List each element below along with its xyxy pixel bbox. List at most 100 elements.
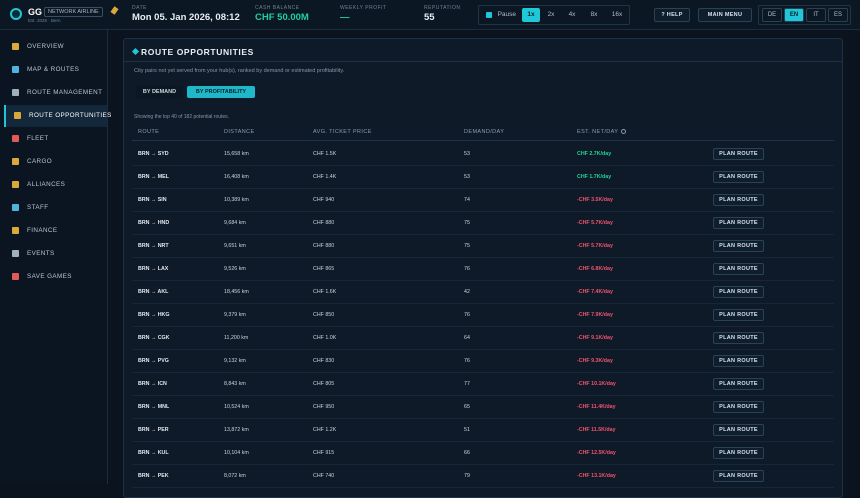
cell: CHF 1.6K (313, 289, 337, 295)
nav-item[interactable]: ROUTE OPPORTUNITIES (4, 105, 111, 127)
cell: BRN → PER (138, 427, 169, 433)
cell: BRN → NRT (138, 243, 169, 249)
nav-label: FLEET (27, 135, 49, 142)
nav-item[interactable]: OVERVIEW (4, 36, 107, 58)
nav-item[interactable]: FINANCE (4, 220, 107, 242)
plan-route-button[interactable]: PLAN ROUTE (713, 217, 764, 229)
cell: CHF 850 (313, 312, 335, 318)
nav-item[interactable]: FLEET (4, 128, 107, 150)
plan-route-button[interactable]: PLAN ROUTE (713, 309, 764, 321)
plan-route-button[interactable]: PLAN ROUTE (713, 171, 764, 183)
nav-item[interactable]: CARGO (4, 151, 107, 173)
nav-label: EVENTS (27, 250, 55, 257)
plan-route-button[interactable]: PLAN ROUTE (713, 470, 764, 482)
cell: 76 (464, 266, 470, 272)
nav-icon (12, 204, 19, 211)
nav-icon (12, 89, 19, 96)
nav-item[interactable]: ALLIANCES (4, 174, 107, 196)
plan-route-button[interactable]: PLAN ROUTE (713, 263, 764, 275)
nav-item[interactable]: EVENTS (4, 243, 107, 265)
speed-button[interactable]: 4x (568, 11, 576, 18)
cell: 15,658 km (224, 151, 249, 157)
nav-item[interactable]: ROUTE MANAGEMENT (4, 82, 107, 104)
cell: -CHF 7.9K/day (577, 312, 613, 318)
tab[interactable]: BY DEMAND (136, 86, 183, 98)
nav-icon (12, 135, 19, 142)
cell: 10,104 km (224, 450, 249, 456)
speed-button[interactable]: 2x (547, 11, 555, 18)
table-row: BRN → HND 9,684 km CHF 880 75 -CHF 5.7K/day P… (132, 212, 834, 235)
table-row: BRN → HKG 9,379 km CHF 850 76 -CHF 7.9K/day P… (132, 304, 834, 327)
cell: CHF 2.7K/day (577, 151, 612, 157)
nav-item[interactable]: STAFF (4, 197, 107, 219)
nav-item[interactable]: MAP & ROUTES (4, 59, 107, 81)
speed-button[interactable]: 1x (522, 8, 540, 22)
nav-label: SAVE GAMES (27, 273, 72, 280)
top-bar: GG NETWORK AIRLINE Est. 2026 · Bern DATE Mon… (0, 0, 860, 30)
cell: 18,456 km (224, 289, 249, 295)
column-header: DEMAND/DAY (464, 129, 505, 135)
plan-route-button[interactable]: PLAN ROUTE (713, 447, 764, 459)
plan-route-button[interactable]: PLAN ROUTE (713, 332, 764, 344)
plan-route-button[interactable]: PLAN ROUTE (713, 401, 764, 413)
plan-route-button[interactable]: PLAN ROUTE (713, 148, 764, 160)
cell: -CHF 12.5K/day (577, 450, 616, 456)
cell: CHF 1.5K (313, 151, 337, 157)
menu-button[interactable]: MAIN MENU (698, 8, 752, 22)
language-button[interactable]: IT (806, 8, 826, 22)
table-row: BRN → MNL 10,524 km CHF 950 65 -CHF 11.4K/da… (132, 396, 834, 419)
speed-button[interactable]: Pause (486, 8, 516, 22)
cell: 8,843 km (224, 381, 246, 387)
cell: 75 (464, 243, 470, 249)
language-button[interactable]: DE (762, 8, 782, 22)
cell: -CHF 9.1K/day (577, 335, 613, 341)
plan-route-button[interactable]: PLAN ROUTE (713, 378, 764, 390)
cell: -CHF 9.3K/day (577, 358, 613, 364)
cell: 77 (464, 381, 470, 387)
cell: CHF 865 (313, 266, 335, 272)
column-header: AVG. TICKET PRICE (313, 129, 372, 135)
cell: CHF 1.4K (313, 174, 337, 180)
cell: 74 (464, 197, 470, 203)
cell: 79 (464, 473, 470, 479)
language-button[interactable]: EN (784, 8, 804, 22)
cell: CHF 1.2K (313, 427, 337, 433)
cell: CHF 1.7K/day (577, 174, 612, 180)
nav-icon (12, 181, 19, 188)
nav-icon (14, 112, 21, 119)
date-label: DATE (132, 5, 147, 11)
cell: 9,379 km (224, 312, 246, 318)
table-row: BRN → ICN 8,843 km CHF 805 77 -CHF 10.1K/day… (132, 373, 834, 396)
column-header: DISTANCE (224, 129, 255, 135)
cell: BRN → MEL (138, 174, 169, 180)
table-row: BRN → SIN 10,389 km CHF 940 74 -CHF 3.5K/day… (132, 189, 834, 212)
tab[interactable]: BY PROFITABILITY (187, 86, 255, 98)
edit-icon[interactable] (110, 6, 119, 15)
nav-label: ROUTE MANAGEMENT (27, 89, 103, 96)
sidebar: OVERVIEW MAP & ROUTES ROUTE MANAGEMENT ROUT… (0, 30, 111, 484)
cell: -CHF 11.5K/day (577, 427, 616, 433)
cell: BRN → ICN (138, 381, 167, 387)
nav-item[interactable]: SAVE GAMES (4, 266, 107, 288)
language-button[interactable]: ES (828, 8, 848, 22)
plan-route-button[interactable]: PLAN ROUTE (713, 240, 764, 252)
header-divider (132, 140, 834, 141)
cell: 10,389 km (224, 197, 249, 203)
speed-button[interactable]: 8x (590, 11, 598, 18)
panel-subtitle: City pairs not yet served from your hub(… (134, 68, 345, 74)
cell: -CHF 7.4K/day (577, 289, 613, 295)
plan-route-button[interactable]: PLAN ROUTE (713, 424, 764, 436)
cell: 9,526 km (224, 266, 246, 272)
airline-code: GG (28, 7, 43, 17)
plan-route-button[interactable]: PLAN ROUTE (713, 355, 764, 367)
info-icon[interactable] (621, 129, 627, 135)
help-button[interactable]: ? HELP (654, 8, 690, 22)
cell: 76 (464, 358, 470, 364)
table-row: BRN → PVG 9,132 km CHF 830 76 -CHF 9.3K/day P… (132, 350, 834, 373)
title-icon (131, 47, 140, 56)
speed-button[interactable]: 16x (611, 11, 623, 18)
cell: -CHF 6.8K/day (577, 266, 613, 272)
plan-route-button[interactable]: PLAN ROUTE (713, 194, 764, 206)
plan-route-button[interactable]: PLAN ROUTE (713, 286, 764, 298)
